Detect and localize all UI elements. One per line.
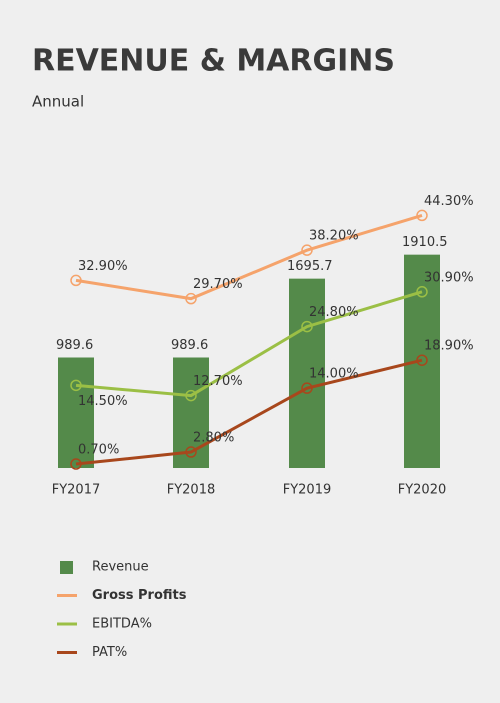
line-value-label: 2.80%: [193, 431, 234, 446]
line-marker: [416, 286, 428, 298]
chart-subtitle: Annual: [32, 93, 84, 111]
bar-value-label: 1910.5: [402, 235, 448, 250]
chart-title: REVENUE & MARGINS: [32, 44, 395, 79]
line-marker: [185, 446, 197, 458]
line-value-label: 0.70%: [78, 443, 119, 458]
bar-value-label: 989.6: [171, 338, 208, 353]
legend-swatch: [60, 561, 73, 574]
x-tick-label: FY2018: [167, 483, 216, 498]
line-value-label: 24.80%: [309, 305, 359, 320]
line-value-label: 14.00%: [309, 367, 359, 382]
bar: [173, 357, 209, 468]
legend-label: EBITDA%: [92, 617, 152, 632]
legend-label: Revenue: [92, 560, 149, 575]
line-value-label: 38.20%: [309, 229, 359, 244]
line-value-label: 32.90%: [78, 259, 128, 274]
line-value-label: 12.70%: [193, 374, 243, 389]
line-value-label: 44.30%: [424, 194, 474, 209]
line-marker: [70, 379, 82, 392]
line-value-label: 18.90%: [424, 339, 474, 354]
bar-value-label: 1695.7: [287, 259, 333, 274]
bar: [289, 278, 325, 468]
line-marker: [301, 382, 313, 394]
bar: [58, 357, 94, 468]
line-value-label: 29.70%: [193, 277, 243, 292]
line-marker: [416, 209, 428, 222]
legend-label: PAT%: [92, 645, 127, 660]
bar-value-label: 989.6: [56, 338, 93, 353]
x-tick-label: FY2019: [283, 483, 332, 498]
line-marker: [185, 292, 197, 305]
line: [75, 358, 423, 466]
line: [75, 290, 423, 398]
line-marker: [301, 244, 313, 256]
line-value-label: 30.90%: [424, 270, 474, 285]
line-marker: [70, 274, 82, 287]
line-marker: [416, 354, 428, 366]
line-marker: [70, 458, 82, 470]
line: [75, 213, 423, 301]
line-marker: [301, 320, 313, 333]
line-value-label: 14.50%: [78, 394, 128, 409]
x-tick-label: FY2020: [398, 483, 447, 498]
line-marker: [185, 389, 197, 402]
x-tick-label: FY2017: [52, 483, 101, 498]
legend-label: Gross Profits: [92, 588, 187, 603]
